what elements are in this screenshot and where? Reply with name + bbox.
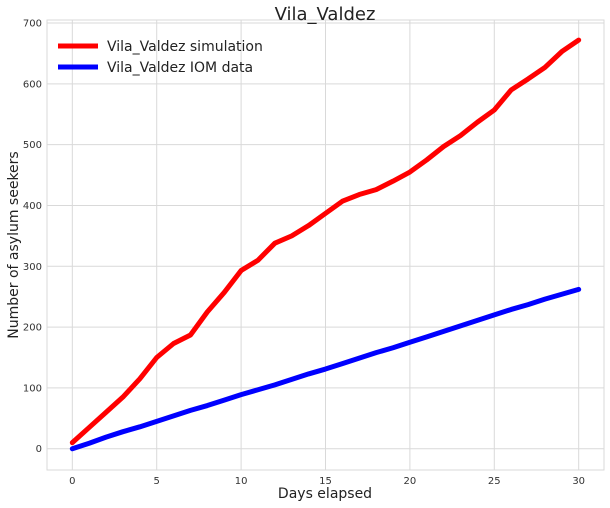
x-tick-label: 20 xyxy=(404,476,417,487)
grid-lines xyxy=(47,20,604,470)
x-tick-label: 30 xyxy=(572,476,585,487)
x-axis-label: Days elapsed xyxy=(278,486,372,502)
y-tick-label: 600 xyxy=(23,79,42,90)
chart-title: Vila_Valdez xyxy=(275,4,376,25)
y-tick-label: 400 xyxy=(23,201,42,212)
y-axis-label: Number of asylum seekers xyxy=(6,151,22,338)
y-tick-label: 700 xyxy=(23,19,42,30)
y-tick-label: 500 xyxy=(23,140,42,151)
series-line-iom-data xyxy=(69,286,582,452)
legend-label: Vila_Valdez simulation xyxy=(107,39,263,55)
x-tick-label: 5 xyxy=(154,476,160,487)
y-tick-label: 100 xyxy=(23,383,42,394)
x-tick-label: 15 xyxy=(319,476,332,487)
legend-label: Vila_Valdez IOM data xyxy=(107,60,253,76)
series-line-simulation xyxy=(69,37,582,446)
y-tick-label: 0 xyxy=(36,444,42,455)
y-tick-label: 200 xyxy=(23,323,42,334)
y-tick-labels: 0 100 200 300 400 500 600 700 xyxy=(23,19,42,456)
series-lines xyxy=(69,37,582,452)
x-tick-label: 25 xyxy=(488,476,501,487)
y-tick-label: 300 xyxy=(23,262,42,273)
x-tick-labels: 0 5 10 15 20 25 30 xyxy=(69,476,585,487)
legend: Vila_Valdez simulation Vila_Valdez IOM da… xyxy=(58,39,263,76)
x-tick-label: 0 xyxy=(69,476,75,487)
x-tick-label: 10 xyxy=(235,476,248,487)
